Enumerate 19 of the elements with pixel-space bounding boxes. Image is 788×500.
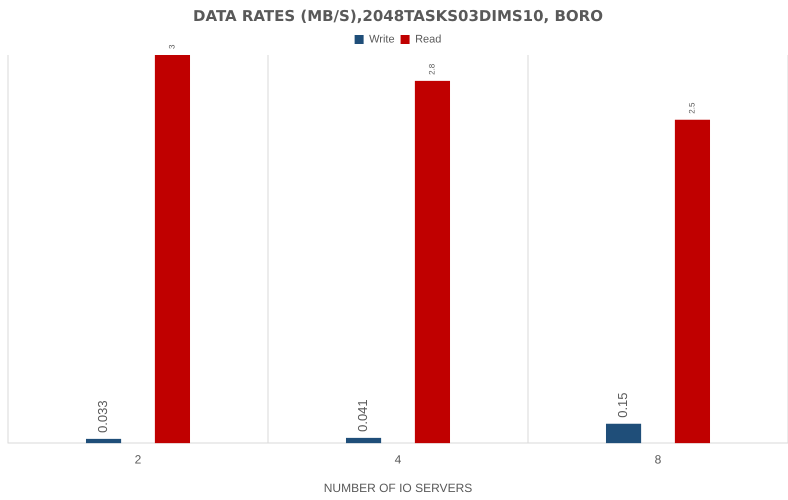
data-label: 2.5 — [688, 102, 697, 114]
bar — [346, 438, 382, 444]
chart-title: DATA RATES (MB/S),2048TASKS03DIMS10, BORO — [193, 6, 603, 25]
bar — [606, 424, 642, 444]
legend-label: Read — [415, 34, 442, 46]
x-tick-label: 8 — [654, 452, 662, 467]
x-axis-title: NUMBER OF IO SERVERS — [324, 481, 472, 496]
data-label: 0.041 — [355, 399, 370, 432]
bar — [414, 80, 450, 444]
data-label: 2.8 — [428, 63, 437, 75]
bar — [154, 55, 190, 444]
bar — [674, 120, 710, 444]
data-label: 0.033 — [95, 400, 110, 433]
bar — [86, 438, 122, 444]
legend-label: Write — [369, 34, 395, 46]
data-label: 0.15 — [615, 392, 630, 418]
data-label: 3 — [168, 44, 177, 49]
x-tick-label: 4 — [394, 452, 402, 467]
x-tick-label: 2 — [134, 452, 142, 467]
